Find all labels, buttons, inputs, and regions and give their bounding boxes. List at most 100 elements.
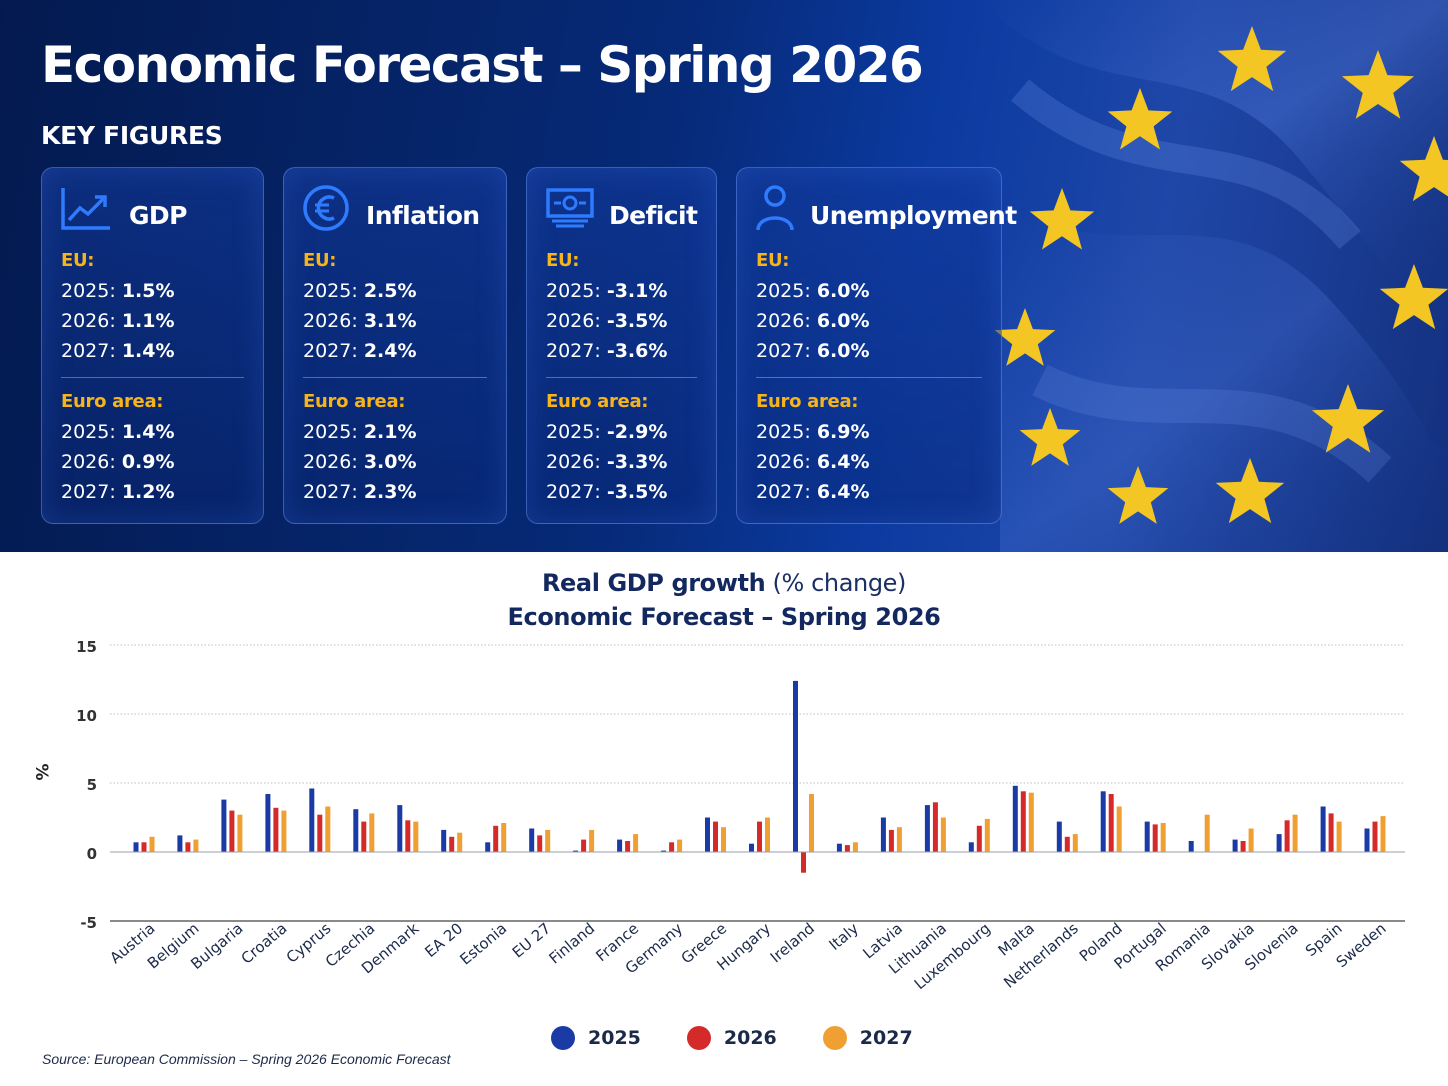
bar-2027-portugal [1160, 823, 1166, 852]
eu-row-2026: 2026: 1.1% [61, 310, 175, 332]
bar-2025-eu-27 [529, 828, 535, 852]
ea-row-2026: 2026: 0.9% [61, 451, 175, 473]
eu-row-2026: 2026: 6.0% [756, 310, 870, 332]
y-tick-label: 15 [76, 638, 97, 656]
banknote-icon [546, 188, 594, 228]
ea-row-2026: 2026: 3.0% [303, 451, 417, 473]
ea-row-2027: 2027: 2.3% [303, 481, 417, 503]
bar-2025-denmark [397, 805, 403, 852]
source-note: Source: European Commission – Spring 202… [42, 1051, 451, 1067]
euro-area-label: Euro area: [756, 391, 859, 412]
legend-item-2026: 2026 [686, 1024, 777, 1052]
eu-star-icon [1029, 188, 1095, 250]
eu-star-icon [1215, 458, 1285, 524]
legend-label-2025: 2025 [588, 1027, 641, 1049]
bar-2027-denmark [413, 821, 419, 852]
bar-2025-belgium [177, 835, 183, 852]
bar-2025-lithuania [924, 805, 930, 852]
x-tick-label: Italy [825, 919, 862, 954]
y-tick-label: 5 [87, 776, 97, 794]
bar-2027-spain [1336, 821, 1342, 852]
y-axis-label: % [31, 763, 51, 780]
y-tick-label: 0 [87, 845, 97, 863]
bar-2027-austria [149, 836, 155, 852]
y-tick-label: 10 [76, 707, 97, 725]
euro-area-label: Euro area: [546, 391, 649, 412]
legend-label-2026: 2026 [723, 1027, 777, 1049]
bar-2025-slovenia [1276, 834, 1282, 852]
bar-2027-slovenia [1292, 814, 1298, 852]
page-title: Economic Forecast – Spring 2026 [41, 36, 924, 94]
bar-2026-spain [1328, 813, 1334, 852]
eu-row-2025: 2025: 6.0% [756, 280, 870, 302]
bar-2027-poland [1116, 806, 1122, 852]
eu-star-icon [1217, 26, 1287, 92]
bar-2026-italy [844, 845, 850, 852]
bar-2025-estonia [485, 842, 491, 852]
card-divider [61, 377, 244, 378]
card-divider [303, 377, 487, 378]
ea-row-2025: 2025: -2.9% [546, 421, 668, 443]
euro-area-label: Euro area: [61, 391, 164, 412]
eu-label: EU: [756, 250, 790, 271]
ea-row-2025: 2025: 6.9% [756, 421, 870, 443]
gdp-growth-bar-chart: -5051015%AustriaBelgiumBulgariaCroatiaCy… [31, 638, 1405, 993]
eu-row-2027: 2027: 1.4% [61, 340, 175, 362]
bar-2027-ea-20 [457, 832, 463, 852]
deficit-card: Deficit EU: 2025: -3.1% 2026: -3.5% 2027… [526, 167, 717, 524]
unemployment-card-title: Unemployment [810, 201, 1017, 230]
bar-2025-cyprus [309, 788, 315, 852]
bar-2027-lithuania [940, 817, 946, 852]
ea-row-2026: 2026: -3.3% [546, 451, 668, 473]
ea-row-2026: 2026: 6.4% [756, 451, 870, 473]
bar-2025-france [617, 839, 623, 852]
bar-2026-sweden [1372, 821, 1378, 852]
bar-2026-ireland [801, 852, 806, 873]
chart-subtitle: Economic Forecast – Spring 2026 [507, 603, 941, 631]
legend-swatch-2026 [686, 1026, 711, 1050]
x-tick-label: Ireland [767, 919, 818, 966]
bar-2025-italy [836, 843, 842, 852]
ea-row-2025: 2025: 2.1% [303, 421, 417, 443]
eu-row-2026: 2026: 3.1% [303, 310, 417, 332]
legend-item-2027: 2027 [822, 1024, 913, 1052]
legend-swatch-2027 [822, 1026, 847, 1050]
bar-2027-italy [852, 842, 858, 852]
bar-2025-bulgaria [221, 799, 227, 852]
bar-2025-ea-20 [441, 829, 447, 852]
bar-2027-luxembourg [984, 818, 990, 852]
eu-stars [994, 26, 1448, 524]
bar-2026-slovakia [1240, 841, 1246, 852]
ea-row-2027: 2027: 1.2% [61, 481, 175, 503]
eu-row-2027: 2027: 2.4% [303, 340, 417, 362]
bar-2027-france [633, 834, 639, 852]
gdp-card-title: GDP [129, 201, 187, 230]
card-divider [756, 377, 982, 378]
legend-label-2027: 2027 [859, 1027, 913, 1049]
eu-label: EU: [303, 250, 337, 271]
eu-label: EU: [546, 250, 580, 271]
bar-2027-ireland [809, 794, 814, 852]
bar-2025-germany [661, 850, 667, 852]
deficit-card-title: Deficit [609, 201, 698, 230]
bar-2027-germany [677, 839, 683, 852]
x-tick-label: Estonia [456, 919, 510, 968]
eu-star-icon [1379, 264, 1448, 330]
bar-2027-croatia [281, 810, 287, 852]
bar-2026-austria [141, 842, 147, 852]
bar-2026-lithuania [932, 802, 938, 852]
eu-star-icon [1107, 88, 1173, 150]
bar-2027-sweden [1380, 816, 1386, 852]
eu-star-icon [994, 308, 1056, 366]
euro-coin-icon [303, 185, 349, 231]
bar-2026-slovenia [1284, 820, 1290, 852]
bar-2026-greece [713, 821, 718, 852]
bar-2025-hungary [749, 843, 754, 852]
eu-label: EU: [61, 250, 95, 271]
eu-star-icon [1399, 136, 1448, 202]
bar-2025-croatia [265, 794, 271, 852]
y-tick-label: -5 [80, 914, 97, 932]
bar-2026-bulgaria [229, 810, 235, 852]
x-tick-label: Luxembourg [911, 919, 994, 993]
bar-2025-finland [573, 850, 579, 852]
